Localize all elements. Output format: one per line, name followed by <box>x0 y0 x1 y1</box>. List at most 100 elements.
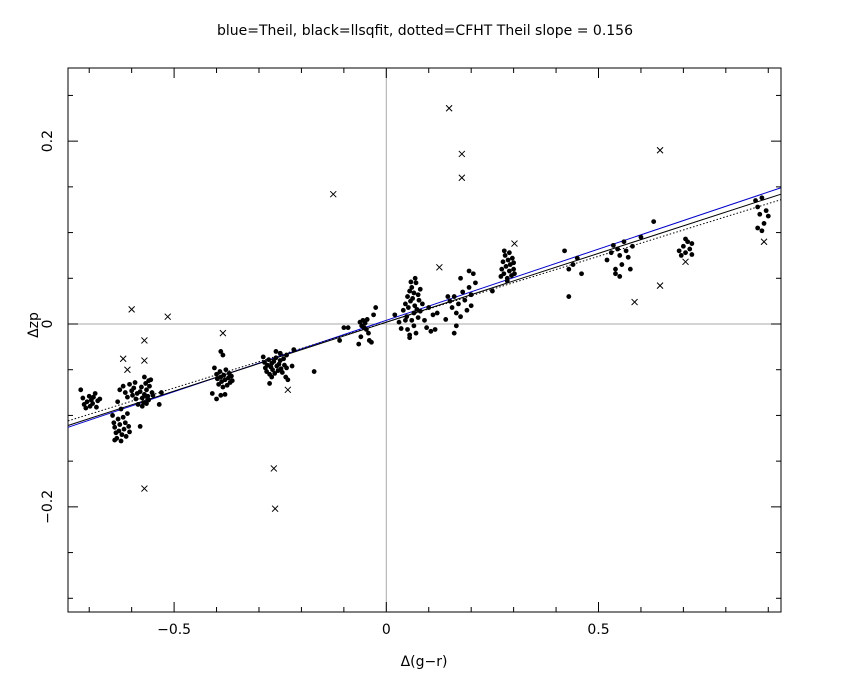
x-mark-stroke <box>445 104 453 112</box>
data-point <box>409 317 415 323</box>
data-point <box>419 301 425 307</box>
data-point <box>116 428 122 434</box>
data-point <box>97 396 103 402</box>
data-point <box>122 390 128 395</box>
data-point <box>412 275 418 281</box>
data-point <box>337 338 343 343</box>
data-point <box>424 325 430 331</box>
data-point <box>362 320 368 326</box>
data-point <box>761 221 767 226</box>
data-point <box>120 383 126 389</box>
x-tick-label: −0.5 <box>157 622 191 638</box>
data-point <box>683 236 688 242</box>
data-point <box>400 307 406 313</box>
fit-line-llsqfit <box>67 193 782 426</box>
data-point <box>291 347 297 352</box>
data-point <box>405 294 410 299</box>
data-point <box>466 285 472 290</box>
data-point <box>271 359 277 364</box>
data-point <box>276 361 282 367</box>
data-point <box>117 422 123 427</box>
data-point <box>137 424 143 429</box>
data-point <box>127 381 132 387</box>
data-point <box>453 323 459 329</box>
data-point <box>683 250 688 256</box>
data-point <box>363 327 369 332</box>
data-point <box>617 274 623 279</box>
data-point <box>115 416 121 422</box>
data-point <box>228 373 234 379</box>
data-point <box>122 420 128 426</box>
data-point <box>464 307 470 313</box>
data-point <box>279 370 285 375</box>
data-point <box>428 328 434 334</box>
data-point <box>281 356 286 362</box>
rejected-point <box>141 357 148 364</box>
data-point <box>676 248 682 254</box>
data-point <box>755 225 761 231</box>
y-tick-label: −0.2 <box>40 490 56 524</box>
x-mark-stroke <box>284 386 292 394</box>
x-mark-stroke <box>219 329 227 337</box>
data-point <box>371 312 376 318</box>
data-point <box>501 271 507 277</box>
x-tick-label: 0 <box>382 622 391 638</box>
data-point <box>456 301 461 307</box>
data-point <box>405 305 411 310</box>
rejected-point <box>458 150 466 158</box>
rejected-point <box>270 465 278 472</box>
data-point <box>687 246 693 252</box>
data-point <box>120 414 126 420</box>
data-point <box>86 393 92 399</box>
data-point <box>501 248 507 254</box>
data-point <box>273 355 279 361</box>
data-point <box>449 305 455 310</box>
data-point <box>141 374 147 380</box>
data-point <box>403 301 408 307</box>
data-point <box>269 374 275 380</box>
data-point <box>416 297 422 303</box>
x-mark-stroke <box>656 282 664 289</box>
rejected-point <box>271 505 279 513</box>
data-point <box>222 392 228 397</box>
data-point <box>415 292 421 298</box>
data-point <box>458 275 463 281</box>
data-point <box>135 402 141 407</box>
data-point <box>92 391 98 396</box>
x-mark-stroke <box>141 337 148 344</box>
x-mark-stroke <box>631 298 638 306</box>
data-point <box>133 396 139 402</box>
data-point <box>499 266 505 272</box>
rejected-point <box>164 313 172 321</box>
data-point <box>398 326 404 331</box>
data-point <box>412 303 418 309</box>
data-point <box>229 378 235 384</box>
rejected-point <box>436 263 443 271</box>
data-point <box>260 354 266 360</box>
data-point <box>623 248 629 254</box>
data-point <box>123 434 129 439</box>
data-point <box>115 399 121 405</box>
data-point <box>755 204 761 210</box>
data-points <box>78 104 771 513</box>
x-mark-stroke <box>128 306 136 313</box>
data-point <box>625 254 631 260</box>
data-point <box>753 198 758 203</box>
fit-lines <box>67 187 782 428</box>
rejected-point <box>219 329 227 337</box>
data-point <box>130 392 135 398</box>
x-mark-stroke <box>458 150 466 158</box>
data-point <box>621 239 627 245</box>
y-axis-label: Δzp <box>26 312 42 338</box>
data-point <box>678 253 684 258</box>
data-point <box>158 390 164 395</box>
data-point <box>765 213 771 219</box>
x-mark-stroke <box>329 190 337 198</box>
data-point <box>144 401 149 406</box>
x-mark-stroke <box>656 146 664 154</box>
plot-frame <box>67 67 782 613</box>
data-point <box>579 271 584 277</box>
data-point <box>504 278 510 284</box>
data-point <box>278 366 284 372</box>
data-point <box>411 323 417 329</box>
